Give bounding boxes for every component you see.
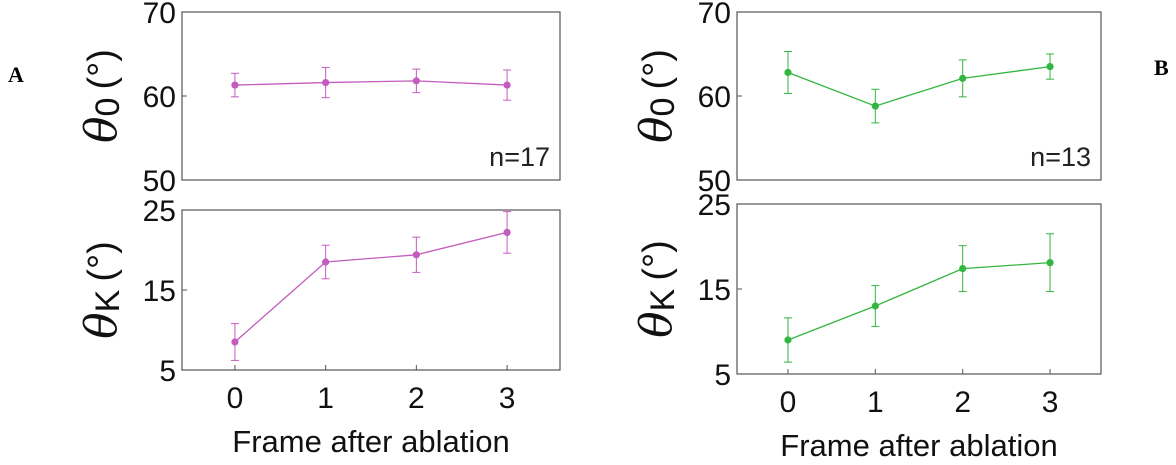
y-tick-label: 25 <box>143 195 176 228</box>
y-tick-label: 70 <box>143 0 176 30</box>
y-axis-label: θK (°) <box>76 241 127 339</box>
data-point <box>322 258 330 266</box>
x-tick-label: 1 <box>317 382 334 415</box>
data-point <box>1046 259 1054 267</box>
y-axis-label: θK (°) <box>631 240 682 338</box>
panel-label-b: B <box>1154 55 1169 80</box>
panel-label-a: A <box>8 62 24 87</box>
series-line <box>787 262 1051 341</box>
y-tick-label: 50 <box>698 165 731 198</box>
y-tick-label: 50 <box>143 165 176 198</box>
y-axis-label-unit: (°) <box>636 49 678 90</box>
y-axis-label-symbol: θ <box>631 116 682 143</box>
data-point <box>412 77 420 85</box>
x-tick-label: 3 <box>499 382 516 415</box>
sample-size-annotation: n=13 <box>1030 142 1091 172</box>
subplot-b-3: 5 15 25 θK (°) 0 1 2 3 Frame after ablation <box>631 189 1102 463</box>
y-axis-label-subscript: K <box>644 288 682 311</box>
series-line <box>787 65 1051 107</box>
y-tick-label: 25 <box>698 189 731 222</box>
y-axis-label-unit: (°) <box>636 240 678 281</box>
y-axis-label: θ0 (°) <box>76 49 127 143</box>
y-tick-label: 5 <box>159 355 176 388</box>
y-axis-label-unit: (°) <box>81 241 123 282</box>
x-axis-label: Frame after ablation <box>232 424 509 459</box>
data-point <box>871 102 879 110</box>
y-tick-label: 5 <box>714 359 731 392</box>
y-tick-label: 15 <box>143 275 176 308</box>
x-tick-label: 0 <box>780 386 797 419</box>
subplot-a-0: 50 60 70 θ0 (°) n=17 <box>76 0 561 198</box>
y-axis-label-subscript: 0 <box>644 98 682 117</box>
axes-frame <box>736 203 1102 375</box>
y-tick-label: 60 <box>698 81 731 114</box>
data-point <box>412 251 420 259</box>
y-tick-label: 60 <box>143 81 176 114</box>
data-point <box>322 78 330 87</box>
data-point <box>1046 63 1054 71</box>
y-axis-label-subscript: K <box>89 289 127 312</box>
x-tick-label: 2 <box>408 382 425 415</box>
data-point <box>231 338 239 346</box>
y-axis-label: θ0 (°) <box>631 49 682 143</box>
data-point <box>871 302 879 310</box>
y-tick-label: 70 <box>698 0 731 30</box>
y-tick-label: 15 <box>698 274 731 307</box>
y-axis-label-symbol: θ <box>631 311 682 338</box>
x-tick-label: 2 <box>954 386 971 419</box>
subplot-a-1: 5 15 25 θK (°) 0 1 2 3 Frame after ablation <box>76 195 561 459</box>
data-point <box>784 68 792 77</box>
y-axis-label-symbol: θ <box>76 116 127 143</box>
data-point <box>231 81 239 89</box>
x-tick-label: 1 <box>867 386 884 419</box>
subplot-b-2: 50 60 70 θ0 (°) n=13 <box>631 0 1102 198</box>
sample-size-annotation: n=17 <box>489 142 550 172</box>
x-axis-label: Frame after ablation <box>780 428 1057 463</box>
series-line <box>234 231 508 343</box>
x-tick-label: 0 <box>227 382 244 415</box>
data-point <box>959 265 967 273</box>
x-tick-label: 3 <box>1042 386 1059 419</box>
data-point <box>959 74 967 82</box>
data-point <box>503 81 511 89</box>
y-axis-label-unit: (°) <box>81 49 123 90</box>
data-point <box>784 336 792 344</box>
y-axis-label-subscript: 0 <box>89 98 127 117</box>
series-line <box>234 80 508 86</box>
data-point <box>503 228 511 236</box>
y-axis-label-symbol: θ <box>76 312 127 339</box>
